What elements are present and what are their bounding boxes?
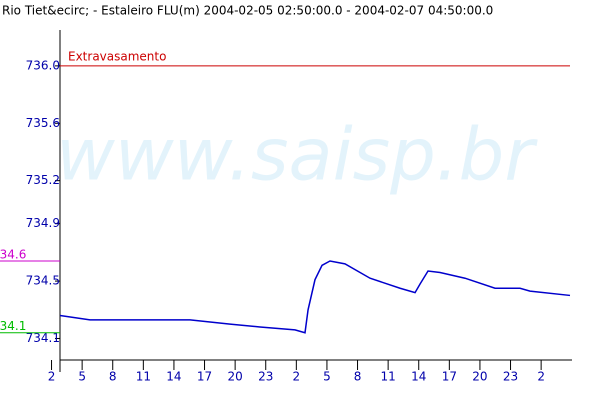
x-tick-label: 8 — [109, 370, 117, 384]
x-tick-label: 5 — [78, 370, 86, 384]
x-tick-label: 8 — [354, 370, 362, 384]
chart-title: Rio Tiet&ecirc; - Estaleiro FLU(m) 2004-… — [2, 4, 493, 18]
y-tick-label: 734.1 — [26, 331, 60, 345]
y-tick-label: 735.6 — [26, 116, 60, 130]
x-tick-label: 2 — [537, 370, 545, 384]
y-tick-label: 734.5 — [26, 274, 60, 288]
reference-label: 734.6 — [0, 248, 26, 262]
x-tick-label: 11 — [380, 370, 395, 384]
y-tick-label: 735.2 — [26, 173, 60, 187]
x-tick-label: 23 — [258, 370, 273, 384]
x-tick-label: 11 — [136, 370, 151, 384]
x-tick-label: 17 — [197, 370, 212, 384]
x-tick-label: 23 — [503, 370, 518, 384]
data-line — [59, 260, 571, 334]
reference-label: 734.1 — [0, 319, 26, 333]
reference-label: Extravasamento — [68, 49, 166, 63]
x-tick-label: 14 — [166, 370, 181, 384]
y-tick-label: 736.0 — [26, 58, 60, 72]
x-tick-label: 2 — [293, 370, 301, 384]
x-tick-label: 5 — [323, 370, 331, 384]
watermark: www.saisp.br — [56, 113, 538, 197]
x-tick-label: 20 — [227, 370, 242, 384]
x-tick-label: 17 — [442, 370, 457, 384]
y-tick-label: 734.9 — [26, 216, 60, 230]
x-tick-label: 14 — [411, 370, 426, 384]
x-tick-label: 2 — [48, 370, 56, 384]
x-tick-label: 20 — [472, 370, 487, 384]
